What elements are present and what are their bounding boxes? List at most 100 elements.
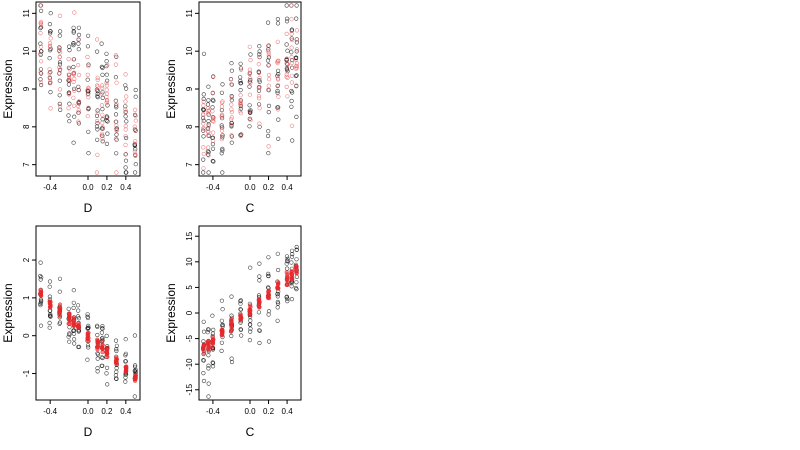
data-point-series-1 <box>201 329 207 334</box>
data-point-series-1 <box>257 49 262 54</box>
data-point-series-1 <box>248 318 253 323</box>
data-point-series-1 <box>95 356 100 361</box>
data-point-series-2 <box>133 118 138 123</box>
data-point-series-1 <box>285 266 290 271</box>
data-point-series-2 <box>71 71 76 76</box>
data-point-series-1 <box>284 19 290 24</box>
x-axis-title: D <box>84 425 93 439</box>
points <box>201 244 300 399</box>
data-point-series-2 <box>289 275 294 280</box>
y-tick-label: 9 <box>185 86 194 91</box>
data-point-series-1 <box>220 146 225 151</box>
data-point-series-1 <box>100 117 105 122</box>
data-point-series-2 <box>248 57 253 63</box>
data-point-series-2 <box>100 85 105 90</box>
data-point-series-2 <box>257 75 262 80</box>
data-point-series-2 <box>72 88 77 93</box>
data-point-series-2 <box>247 71 252 76</box>
points <box>201 3 300 175</box>
data-point-series-2 <box>76 87 81 92</box>
data-point-series-2 <box>229 133 234 138</box>
data-point-series-1 <box>114 151 119 156</box>
data-point-series-1 <box>257 278 262 283</box>
data-point-series-2 <box>266 83 271 88</box>
data-point-series-1 <box>48 11 53 16</box>
data-point-series-1 <box>71 25 76 30</box>
x-tick-label: 0.2 <box>263 183 275 192</box>
data-point-series-2 <box>38 70 43 75</box>
data-point-series-1 <box>290 65 295 70</box>
data-point-series-1 <box>206 327 211 332</box>
data-point-series-1 <box>105 131 110 136</box>
data-point-series-1 <box>275 88 280 94</box>
data-point-series-2 <box>211 130 216 135</box>
data-point-series-1 <box>206 381 211 386</box>
data-point-series-2 <box>132 124 137 129</box>
data-point-series-1 <box>76 308 81 313</box>
data-point-series-2 <box>206 111 211 116</box>
data-point-series-1 <box>294 247 299 252</box>
data-point-series-2 <box>57 46 63 51</box>
data-point-series-1 <box>57 321 62 326</box>
y-tick-label: 0 <box>22 333 31 338</box>
data-point-series-2 <box>275 83 281 88</box>
data-point-series-1 <box>206 366 211 371</box>
data-point-series-1 <box>71 86 77 91</box>
data-point-series-2 <box>99 83 105 88</box>
data-point-series-2 <box>211 138 216 143</box>
data-point-series-2 <box>132 141 137 146</box>
data-point-series-2 <box>94 345 100 350</box>
data-point-series-1 <box>276 301 281 306</box>
data-point-series-1 <box>71 140 76 145</box>
data-point-series-2 <box>100 125 105 130</box>
data-point-series-1 <box>86 151 91 156</box>
data-point-series-1 <box>39 298 44 304</box>
data-point-series-1 <box>94 124 100 129</box>
data-point-series-2 <box>66 106 71 111</box>
data-point-series-1 <box>294 16 299 21</box>
data-point-series-1 <box>257 274 262 279</box>
data-point-series-1 <box>276 267 281 273</box>
data-point-series-1 <box>289 254 295 259</box>
data-point-series-2 <box>229 117 234 122</box>
data-point-series-2 <box>284 31 289 37</box>
data-point-series-2 <box>275 39 280 44</box>
data-point-series-1 <box>86 323 91 329</box>
data-point-series-1 <box>210 331 215 336</box>
data-point-series-2 <box>238 134 243 139</box>
data-point-series-1 <box>247 338 252 343</box>
data-point-series-1 <box>113 103 119 108</box>
data-point-series-2 <box>266 50 271 55</box>
data-point-series-2 <box>66 56 71 62</box>
data-point-series-1 <box>290 252 295 257</box>
data-point-series-1 <box>104 365 110 371</box>
data-point-series-2 <box>220 125 225 130</box>
data-point-series-1 <box>229 294 234 299</box>
data-point-series-2 <box>67 313 72 318</box>
data-point-series-1 <box>205 330 210 335</box>
data-point-series-1 <box>67 119 72 124</box>
data-point-series-2 <box>229 110 234 115</box>
data-point-series-2 <box>266 72 272 78</box>
data-point-series-2 <box>201 346 206 352</box>
data-point-series-2 <box>105 62 110 68</box>
data-point-series-2 <box>123 110 128 115</box>
data-point-series-2 <box>229 317 234 322</box>
data-point-series-1 <box>75 314 81 319</box>
data-point-series-2 <box>201 151 206 157</box>
data-point-series-1 <box>133 87 138 93</box>
data-point-series-1 <box>276 68 281 73</box>
data-point-series-2 <box>104 91 110 96</box>
data-point-series-1 <box>257 328 262 333</box>
data-point-series-1 <box>229 82 234 87</box>
data-point-series-1 <box>284 254 290 259</box>
panel-2: -0.4 0.0 0.2 0.4 7 8 9 10 11 C Expression <box>164 1 302 215</box>
data-point-series-2 <box>100 120 105 126</box>
data-point-series-2 <box>247 67 252 72</box>
data-point-series-1 <box>86 345 91 350</box>
data-point-series-2 <box>219 104 224 109</box>
data-point-series-1 <box>257 322 262 327</box>
data-point-series-1 <box>247 84 252 89</box>
data-point-series-1 <box>276 105 281 110</box>
data-point-series-1 <box>289 104 294 109</box>
